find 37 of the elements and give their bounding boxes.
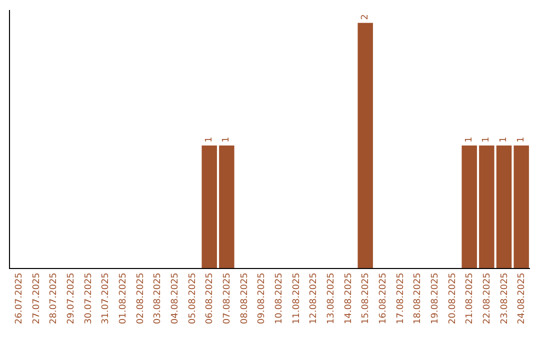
data-label: 1 (464, 136, 474, 142)
x-tick-label: 11.08.2025 (292, 272, 302, 324)
x-tick-label: 09.08.2025 (257, 272, 268, 324)
x-tick-label: 20.08.2025 (448, 272, 458, 324)
x-tick-label: 30.07.2025 (84, 272, 94, 324)
x-tick-label: 18.08.2025 (413, 272, 424, 324)
x-tick-label: 12.08.2025 (309, 272, 320, 324)
x-tick-label: 14.08.2025 (344, 272, 354, 324)
x-tick-label: 31.07.2025 (101, 272, 112, 324)
data-label: 1 (499, 136, 509, 142)
x-tick-label: 28.07.2025 (49, 272, 60, 324)
x-tick-label: 07.08.2025 (222, 272, 233, 324)
x-tick-label: 26.07.2025 (14, 272, 25, 324)
data-label: 1 (516, 136, 526, 142)
x-tick-label: 10.08.2025 (274, 272, 285, 324)
x-tick-label: 01.08.2025 (118, 272, 129, 324)
x-tick-label: 04.08.2025 (170, 272, 181, 324)
x-tick-label: 06.08.2025 (205, 272, 216, 324)
x-tick-label: 15.08.2025 (361, 272, 372, 324)
data-label: 1 (222, 136, 232, 142)
x-tick-label: 13.08.2025 (326, 272, 337, 324)
x-tick-label: 03.08.2025 (153, 272, 164, 324)
x-tick-label: 08.08.2025 (240, 272, 250, 324)
x-tick-label: 29.07.2025 (66, 272, 77, 324)
x-tick-label: 17.08.2025 (396, 272, 406, 324)
x-tick-label: 22.08.2025 (482, 272, 493, 324)
x-tick-label: 19.08.2025 (430, 272, 441, 324)
data-label: 1 (482, 136, 492, 142)
x-tick-label: 02.08.2025 (136, 272, 146, 324)
data-label: 2 (360, 14, 370, 20)
x-tick-label: 27.07.2025 (32, 272, 42, 324)
x-tick-label: 21.08.2025 (465, 272, 476, 324)
data-label: 1 (204, 136, 214, 142)
x-tick-label: 23.08.2025 (500, 272, 510, 324)
x-tick-label: 16.08.2025 (378, 272, 389, 324)
x-tick-label: 24.08.2025 (517, 272, 528, 324)
x-tick-label: 05.08.2025 (188, 272, 198, 324)
